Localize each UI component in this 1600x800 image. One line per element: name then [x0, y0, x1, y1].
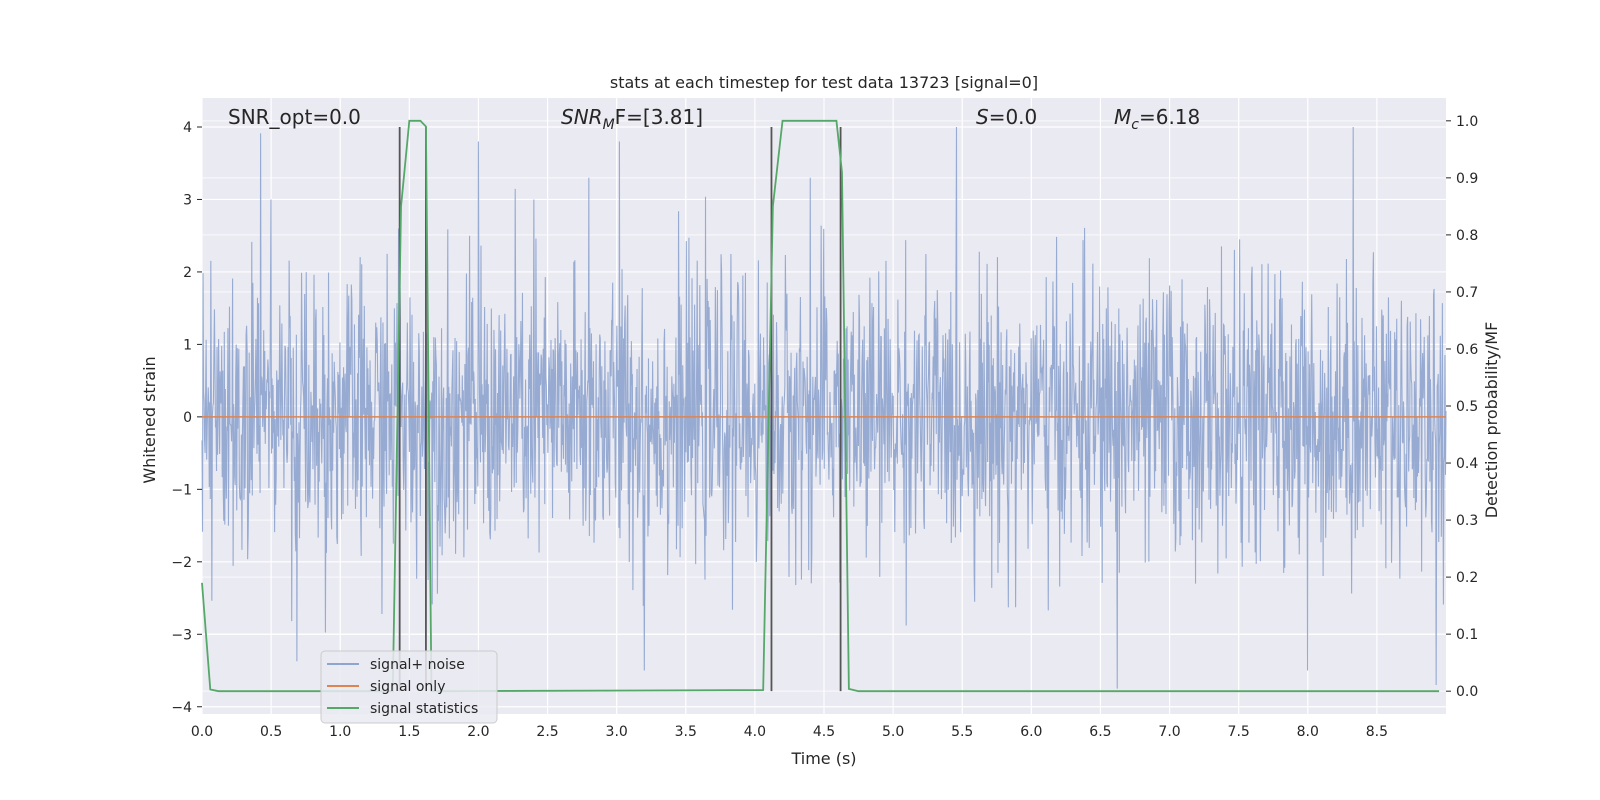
y2-tick-label-6: 0.6	[1456, 342, 1478, 358]
x-tick-label-8: 4.0	[744, 724, 766, 740]
annotation-snr-mf: SNRMF=[3.81]	[561, 105, 703, 133]
y2-tick-label-3: 0.3	[1456, 513, 1478, 529]
x-tick-label-10: 5.0	[882, 724, 904, 740]
x-tick-label-15: 7.5	[1228, 724, 1250, 740]
x-tick-label-2: 1.0	[329, 724, 351, 740]
x-tick-label-3: 1.5	[398, 724, 420, 740]
x-axis-label: Time (s)	[790, 749, 856, 768]
y-tick-label-0: −4	[171, 700, 192, 716]
annotation-snr-opt: SNR_opt=0.0	[228, 105, 361, 129]
y-tick-label-8: 4	[183, 120, 192, 136]
legend: signal+ noise signal only signal statist…	[320, 650, 498, 724]
x-tick-label-0: 0.0	[191, 724, 213, 740]
legend-label-signal-only: signal only	[370, 679, 445, 695]
x-tick-label-12: 6.0	[1020, 724, 1042, 740]
y2-tick-label-2: 0.2	[1456, 570, 1478, 586]
noise-trace	[201, 126, 1447, 689]
annotation-mc: Mc=6.18	[1114, 105, 1200, 133]
snr-mf-rest: F=[3.81]	[615, 105, 703, 129]
s-main: S	[976, 105, 989, 129]
legend-label-signal-statistics: signal statistics	[370, 701, 478, 717]
y2-tick-label-7: 0.7	[1456, 285, 1478, 301]
vertical-markers	[398, 126, 842, 692]
y-axis-label: Whitened strain	[140, 356, 159, 483]
y-axis-left: −4 −3 −2 −1 0 1 2 3 4	[171, 120, 202, 716]
y2-tick-label-1: 0.1	[1456, 627, 1478, 643]
x-tick-label-14: 7.0	[1158, 724, 1180, 740]
x-tick-label-17: 8.5	[1366, 724, 1388, 740]
y-tick-label-5: 1	[183, 337, 192, 353]
y2-tick-label-5: 0.5	[1456, 399, 1478, 415]
chart-title: stats at each timestep for test data 137…	[610, 73, 1038, 92]
y-tick-label-1: −3	[171, 627, 192, 643]
y2-tick-label-10: 1.0	[1456, 114, 1478, 130]
y-tick-label-2: −2	[171, 555, 192, 571]
snr-mf-main: SNR	[561, 105, 603, 129]
y-tick-label-3: −1	[171, 482, 192, 498]
mc-rest: =6.18	[1139, 105, 1200, 129]
x-tick-label-11: 5.5	[951, 724, 973, 740]
legend-box	[320, 650, 498, 724]
y-tick-label-7: 3	[183, 192, 192, 208]
y-axis-right: 0.0 0.1 0.2 0.3 0.4 0.5 0.6 0.7 0.8 0.9 1.0	[1446, 114, 1478, 700]
mc-main: M	[1114, 105, 1131, 129]
y2-tick-label-4: 0.4	[1456, 456, 1478, 472]
snr-mf-sub: M	[603, 117, 615, 133]
x-tick-label-16: 8.0	[1297, 724, 1319, 740]
s-rest: =0.0	[989, 105, 1038, 129]
x-tick-label-7: 3.5	[675, 724, 697, 740]
y-tick-label-6: 2	[183, 265, 192, 281]
y2-tick-label-0: 0.0	[1456, 684, 1478, 700]
x-axis: 0.0 0.5 1.0 1.5 2.0 2.5 3.0 3.5 4.0 4.5 5.0 5.5 6.0 6…	[191, 724, 1388, 740]
x-tick-label-5: 2.5	[536, 724, 558, 740]
y2-tick-label-9: 0.9	[1456, 171, 1478, 187]
x-tick-label-13: 6.5	[1089, 724, 1111, 740]
y2-tick-label-8: 0.8	[1456, 228, 1478, 244]
series-signal-plus-noise	[201, 126, 1447, 689]
annotation-s: S=0.0	[976, 105, 1037, 129]
y2-axis-label: Detection probability/MF	[1482, 322, 1501, 519]
x-tick-label-1: 0.5	[260, 724, 282, 740]
y-tick-label-4: 0	[183, 410, 192, 426]
x-tick-label-9: 4.5	[813, 724, 835, 740]
legend-label-signal-plus-noise: signal+ noise	[370, 657, 465, 673]
x-tick-label-6: 3.0	[606, 724, 628, 740]
x-tick-label-4: 2.0	[467, 724, 489, 740]
mc-sub: c	[1131, 117, 1139, 133]
